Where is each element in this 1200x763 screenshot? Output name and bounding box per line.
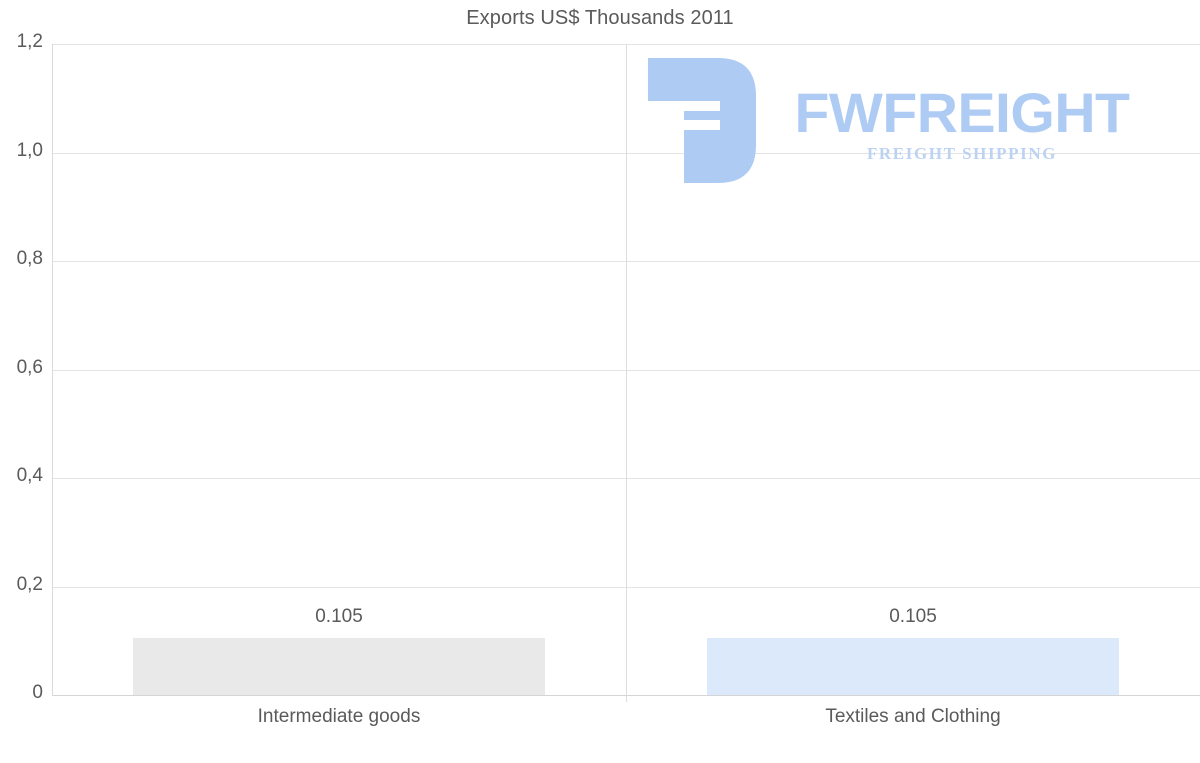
y-axis-line	[52, 44, 53, 696]
y-axis-tick-label: 1,2	[16, 31, 43, 52]
chart-title: Exports US$ Thousands 2011	[466, 7, 734, 29]
y-axis-tick-label: 0,2	[16, 573, 43, 595]
y-axis-tick-label: 0	[32, 682, 43, 703]
bar-value-label: 0.105	[315, 606, 363, 627]
category-divider	[626, 44, 627, 702]
bar[interactable]	[707, 638, 1119, 695]
bar-value-label: 0.105	[889, 606, 937, 627]
category-label: Intermediate goods	[257, 706, 421, 727]
y-axis-tick-label: 0,6	[16, 356, 43, 378]
bar[interactable]	[133, 638, 545, 695]
y-axis-tick-label: 1,0	[16, 139, 43, 161]
category-label: Textiles and Clothing	[825, 706, 1001, 727]
y-axis-tick-label: 0,4	[16, 465, 43, 486]
y-axis-tick-label: 0,8	[16, 248, 43, 269]
